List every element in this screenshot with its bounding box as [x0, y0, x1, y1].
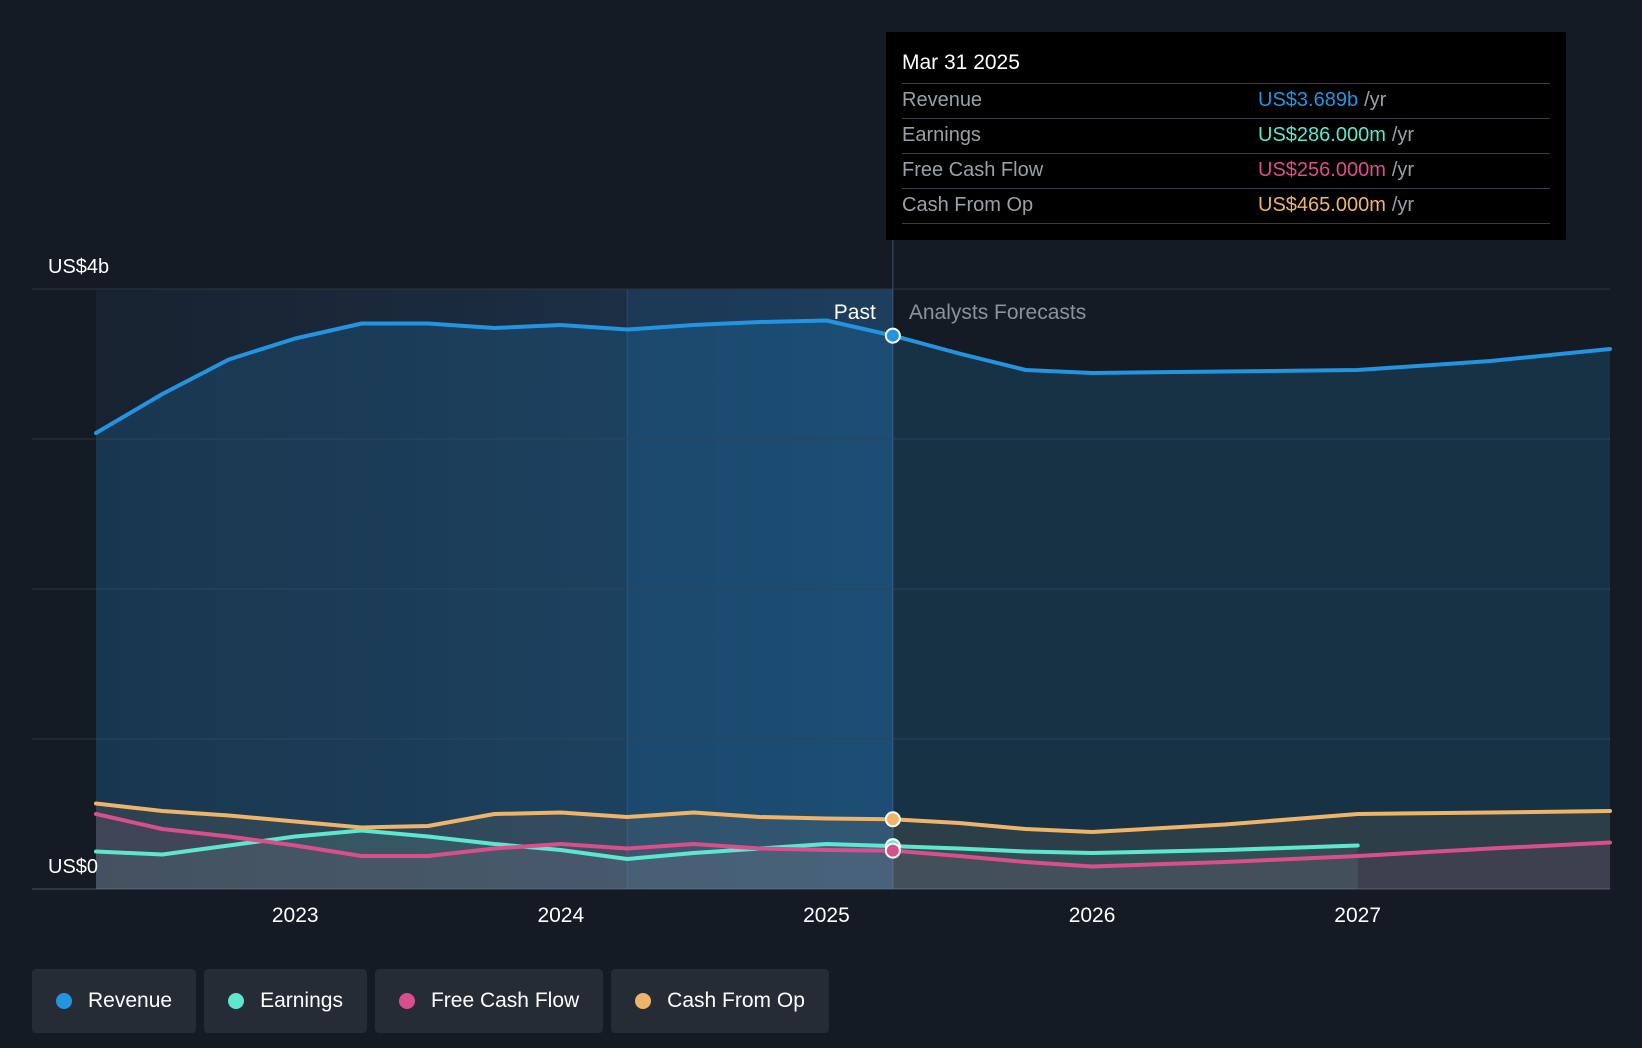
tooltip-label: Cash From Op [902, 194, 1034, 216]
legend-label: Earnings [260, 989, 343, 1012]
marker-cash-from-op [884, 811, 901, 828]
tooltip-value: US$465.000m [1258, 194, 1386, 216]
tooltip-unit: /yr [1391, 159, 1415, 181]
series-area-revenue [96, 320, 1610, 889]
x-tick-label: 2027 [1334, 904, 1381, 927]
y-axis-bottom-label: US$0 [48, 856, 98, 878]
legend-label: Cash From Op [667, 989, 805, 1012]
tooltip-row-revenue: Revenue US$3.689b /yr [902, 84, 1550, 119]
legend-dot-icon [228, 993, 245, 1009]
tooltip-value: US$3.689b [1258, 89, 1359, 111]
legend-item-revenue[interactable]: Revenue [32, 969, 197, 1033]
legend-label: Free Cash Flow [430, 989, 580, 1012]
tooltip-row-free-cash-flow: Free Cash Flow US$256.000m /yr [902, 154, 1550, 189]
tooltip-row-cash-from-op: Cash From Op US$465.000m /yr [902, 189, 1550, 224]
x-tick-label: 2026 [1069, 904, 1116, 927]
series-line-earnings [94, 828, 1360, 861]
marker-revenue [884, 327, 901, 344]
x-tick-label: 2025 [803, 904, 850, 927]
tooltip-row-earnings: Earnings US$286.000m /yr [902, 119, 1550, 154]
tooltip-date: Mar 31 2025 [902, 48, 1550, 84]
tooltip-label: Revenue [902, 89, 983, 111]
marker-free-cash-flow [884, 842, 901, 859]
tooltip-unit: /yr [1391, 194, 1415, 216]
tooltip-unit: /yr [1391, 124, 1415, 146]
legend-item-cash-from-op[interactable]: Cash From Op [611, 969, 829, 1033]
legend-dot-icon [635, 993, 652, 1009]
legend-item-earnings[interactable]: Earnings [204, 969, 367, 1033]
x-tick-label: 2023 [272, 904, 319, 927]
series-line-revenue [94, 318, 1612, 435]
x-tick-label: 2024 [537, 904, 584, 927]
series-line-free-cash-flow [94, 812, 1612, 869]
tooltip-value: US$256.000m [1258, 159, 1386, 181]
legend-dot-icon [56, 993, 72, 1009]
legend-label: Revenue [88, 989, 173, 1012]
tooltip-value: US$286.000m [1258, 124, 1386, 146]
past-label: Past [834, 301, 876, 324]
series-area-earnings [96, 830, 1358, 889]
forecast-label: Analysts Forecasts [909, 301, 1086, 324]
y-axis-top-label: US$4b [48, 256, 109, 278]
legend: Revenue Earnings Free Cash Flow Cash Fro… [32, 969, 829, 1033]
legend-dot-icon [398, 993, 415, 1009]
series-line-cash-from-op [94, 801, 1612, 834]
legend-item-free-cash-flow[interactable]: Free Cash Flow [374, 969, 604, 1033]
tooltip-unit: /yr [1364, 89, 1387, 111]
tooltip: Mar 31 2025 Revenue US$3.689b /yr Earnin… [886, 32, 1566, 240]
tooltip-label: Free Cash Flow [902, 159, 1044, 181]
tooltip-label: Earnings [902, 124, 981, 146]
